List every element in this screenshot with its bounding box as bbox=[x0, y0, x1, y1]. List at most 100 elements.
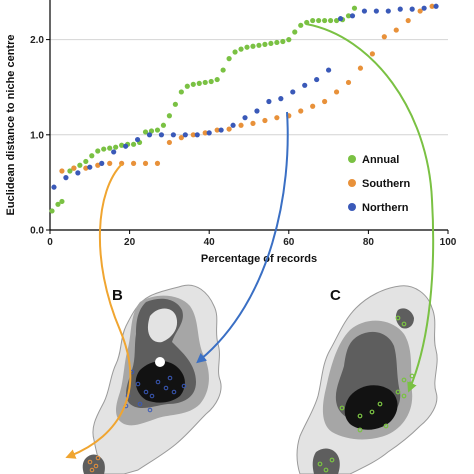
southern-point bbox=[226, 126, 232, 132]
annual-point bbox=[67, 168, 73, 174]
map-c-south-patch bbox=[312, 448, 340, 474]
map-c-point bbox=[395, 389, 401, 395]
map-c-point bbox=[339, 405, 345, 411]
southern-point bbox=[345, 79, 352, 86]
southern-point bbox=[369, 51, 375, 57]
y-axis-ticks: 0.0 1.0 2.0 bbox=[30, 35, 50, 237]
northern-point bbox=[314, 76, 320, 83]
southern-point bbox=[429, 3, 435, 9]
map-b-point bbox=[155, 379, 161, 385]
northern-point bbox=[87, 164, 93, 170]
x-tick-label: 0 bbox=[47, 237, 53, 248]
annual-point bbox=[166, 113, 172, 119]
annual-point bbox=[262, 41, 268, 47]
annual-point bbox=[232, 49, 238, 55]
southern-point bbox=[381, 34, 387, 40]
map-b-point bbox=[163, 385, 169, 391]
annual-point bbox=[154, 127, 161, 133]
annual-point bbox=[113, 144, 119, 150]
annual-point bbox=[208, 78, 214, 85]
northern-point bbox=[290, 89, 296, 95]
x-tick-label: 100 bbox=[440, 237, 457, 248]
southern-point bbox=[59, 168, 65, 174]
map-c-point bbox=[317, 461, 323, 467]
annual-point bbox=[244, 44, 250, 50]
annual-point bbox=[190, 81, 196, 87]
annual-point bbox=[148, 128, 155, 134]
map-b-point bbox=[149, 393, 155, 399]
map-c-point bbox=[401, 321, 407, 327]
annual-point bbox=[107, 145, 113, 151]
scatter-chart: 0 20 40 60 80 100 0.0 1.0 2.0 Percentage of rec… bbox=[5, 0, 457, 265]
map-b-point bbox=[137, 401, 143, 407]
map-c-zone-core bbox=[344, 385, 398, 430]
x-tick-label: 20 bbox=[124, 237, 136, 248]
map-b-point bbox=[135, 381, 141, 387]
southern-point bbox=[178, 135, 184, 141]
annual-point bbox=[256, 42, 262, 48]
annual-point bbox=[316, 17, 322, 24]
northern-point bbox=[397, 6, 403, 12]
southern-point bbox=[393, 27, 399, 33]
annual-point bbox=[250, 43, 256, 49]
northern-point bbox=[111, 149, 117, 155]
northern-point bbox=[75, 170, 81, 176]
southern-point bbox=[71, 165, 77, 171]
northern-point bbox=[206, 130, 212, 136]
southern-point bbox=[190, 132, 196, 138]
y-axis-title: Euclidean distance to niche centre bbox=[5, 35, 17, 216]
annual-point bbox=[214, 76, 220, 83]
connector-arrows bbox=[65, 23, 435, 459]
annual-point bbox=[77, 162, 83, 168]
northern-point bbox=[349, 13, 356, 19]
map-c-occurrence-points bbox=[317, 315, 415, 473]
southern-point bbox=[274, 115, 280, 121]
northern-point bbox=[361, 8, 368, 14]
southern-point bbox=[405, 17, 411, 24]
x-axis-ticks: 0 20 40 60 80 100 bbox=[47, 230, 457, 248]
northern-point bbox=[254, 108, 260, 114]
map-b-point bbox=[89, 467, 95, 473]
northern-point bbox=[194, 132, 200, 138]
annual-point bbox=[226, 56, 232, 62]
map-panel-c: C bbox=[296, 285, 438, 474]
annual-point bbox=[49, 208, 55, 214]
legend-label-northern: Northern bbox=[362, 202, 409, 214]
annual-point bbox=[160, 122, 167, 128]
southern-point bbox=[142, 160, 149, 166]
map-b-point bbox=[181, 383, 187, 389]
northern-point bbox=[123, 143, 129, 149]
southern-point bbox=[238, 122, 244, 128]
northern-point bbox=[266, 98, 272, 105]
map-b-point bbox=[143, 389, 149, 395]
northern-point bbox=[373, 8, 379, 14]
map-panel-b: B bbox=[82, 284, 222, 474]
southern-point bbox=[250, 120, 256, 126]
annual-point bbox=[298, 22, 304, 28]
map-c-point bbox=[357, 427, 363, 433]
map-b-point bbox=[171, 389, 177, 395]
map-c-point bbox=[357, 413, 363, 419]
annual-point bbox=[280, 38, 286, 45]
northern-point bbox=[385, 8, 391, 14]
annual-point bbox=[322, 17, 328, 24]
y-tick-label: 0.0 bbox=[30, 226, 44, 237]
annual-point bbox=[83, 158, 89, 165]
annual-point bbox=[55, 201, 61, 207]
legend-swatch-southern bbox=[348, 179, 356, 187]
map-b-point bbox=[167, 375, 173, 381]
map-c-point bbox=[377, 401, 383, 407]
northern-point bbox=[218, 127, 224, 133]
annual-point bbox=[292, 29, 298, 35]
legend-swatch-northern bbox=[348, 203, 356, 211]
annual-point bbox=[59, 198, 65, 205]
annual-point bbox=[95, 148, 101, 154]
annual-point bbox=[142, 129, 149, 135]
annual-point bbox=[89, 153, 95, 159]
map-c-point bbox=[323, 467, 329, 473]
annual-point bbox=[345, 13, 352, 19]
y-tick-label: 1.0 bbox=[30, 130, 44, 141]
y-tick-label: 2.0 bbox=[30, 35, 44, 46]
